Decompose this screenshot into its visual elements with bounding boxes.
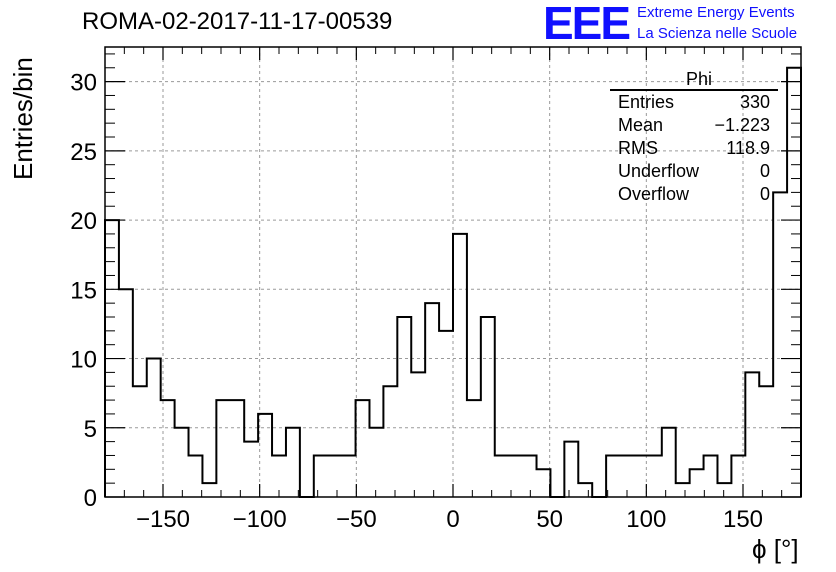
y-axis-label: Entries/bin bbox=[8, 57, 38, 180]
histogram-bin bbox=[578, 483, 592, 497]
stats-box: Phi Entries 330 Mean −1.223 RMS 118.9 Un… bbox=[610, 70, 778, 206]
x-tick-label: 100 bbox=[626, 506, 666, 533]
histogram-bin bbox=[314, 455, 328, 497]
histogram-bin bbox=[759, 386, 773, 497]
stats-label: Mean bbox=[618, 115, 664, 135]
histogram-bin bbox=[356, 400, 370, 497]
histogram-bin bbox=[523, 455, 537, 497]
histogram-bin bbox=[648, 455, 662, 497]
stats-value: 0 bbox=[759, 161, 770, 181]
histogram-bin bbox=[411, 372, 425, 497]
histogram-bin bbox=[342, 455, 356, 497]
histogram-bin bbox=[453, 234, 467, 497]
histogram-outline bbox=[104, 66, 802, 498]
histogram-bin bbox=[787, 68, 801, 497]
histogram-bin bbox=[216, 400, 230, 497]
histogram-bin bbox=[564, 442, 578, 497]
stats-label: RMS bbox=[618, 138, 658, 158]
histogram-bin bbox=[690, 469, 704, 497]
logo-line-2: La Scienza nelle Scuole bbox=[637, 25, 798, 42]
histogram-bin bbox=[425, 303, 439, 497]
histogram-bin bbox=[119, 289, 133, 497]
histogram-bin bbox=[328, 455, 342, 497]
stats-row-underflow: Underflow 0 bbox=[610, 160, 778, 183]
stats-title: Phi bbox=[610, 70, 778, 91]
histogram-bin bbox=[745, 372, 759, 497]
histogram-bin bbox=[439, 331, 453, 497]
histogram-bin bbox=[383, 386, 397, 497]
x-tick-label: 50 bbox=[536, 506, 563, 533]
stats-label: Entries bbox=[618, 92, 675, 112]
y-tick-label: 15 bbox=[70, 277, 97, 304]
y-tick-label: 30 bbox=[70, 70, 97, 97]
histogram-bin bbox=[662, 428, 676, 497]
histogram-bin bbox=[230, 400, 244, 497]
stats-value: −1.223 bbox=[714, 115, 770, 135]
stats-row-rms: RMS 118.9 bbox=[610, 137, 778, 160]
histogram-bin bbox=[676, 483, 690, 497]
y-tick-label: 25 bbox=[70, 139, 97, 166]
histogram-bin bbox=[133, 386, 147, 497]
histogram-bin bbox=[189, 455, 203, 497]
x-axis-label: ϕ [°] bbox=[752, 534, 799, 564]
x-tick-label: 150 bbox=[723, 506, 763, 533]
histogram-bin bbox=[773, 192, 787, 497]
y-tick-label: 20 bbox=[70, 208, 97, 235]
x-tick-label: 0 bbox=[446, 506, 459, 533]
stats-row-mean: Mean −1.223 bbox=[610, 114, 778, 137]
y-tick-label: 5 bbox=[84, 416, 97, 443]
histogram-bin bbox=[286, 428, 300, 497]
histogram-bin bbox=[704, 455, 718, 497]
stats-value: 0 bbox=[759, 184, 770, 204]
y-tick-label: 0 bbox=[84, 485, 97, 512]
logo-line-1: Extreme Energy Events bbox=[637, 4, 795, 21]
histogram-bin bbox=[397, 317, 411, 497]
histogram-bin bbox=[495, 455, 509, 497]
x-tick-label: −100 bbox=[233, 506, 287, 533]
histogram-bin bbox=[467, 400, 481, 497]
histogram-bin bbox=[537, 469, 551, 497]
eee-logo: EEE bbox=[543, 0, 631, 49]
x-tick-label: −150 bbox=[136, 506, 190, 533]
histogram-bin bbox=[147, 359, 161, 497]
chart-title: ROMA-02-2017-11-17-00539 bbox=[82, 8, 393, 35]
stats-label: Underflow bbox=[618, 161, 700, 181]
histogram-bin bbox=[202, 483, 216, 497]
x-tick-label: −50 bbox=[336, 506, 377, 533]
histogram-bin bbox=[606, 455, 620, 497]
stats-row-overflow: Overflow 0 bbox=[610, 183, 778, 206]
histogram-bin bbox=[161, 400, 175, 497]
histogram-bin bbox=[717, 483, 731, 497]
histogram-bin bbox=[481, 317, 495, 497]
histogram-bin bbox=[175, 428, 189, 497]
stats-value: 330 bbox=[739, 92, 770, 112]
histogram-bin bbox=[244, 442, 258, 497]
histogram-bin bbox=[369, 428, 383, 497]
stats-value: 118.9 bbox=[726, 138, 770, 158]
y-tick-label: 10 bbox=[70, 347, 97, 374]
stats-row-entries: Entries 330 bbox=[610, 91, 778, 114]
stats-label: Overflow bbox=[618, 184, 690, 204]
